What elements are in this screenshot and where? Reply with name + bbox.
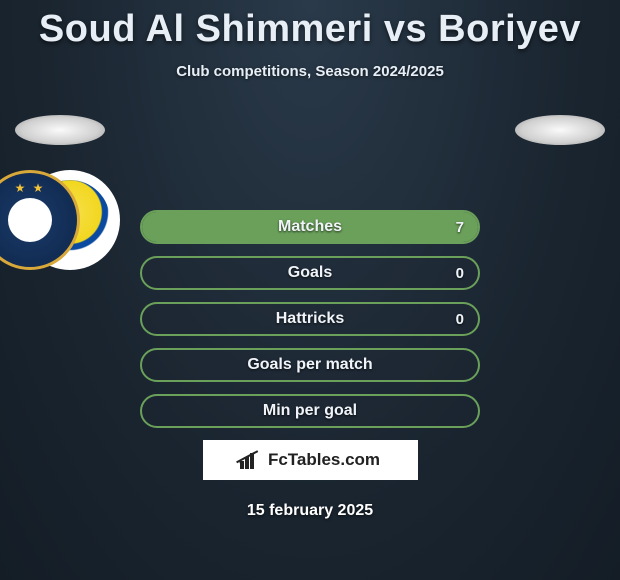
player-left-silhouette bbox=[15, 115, 105, 145]
stat-label: Hattricks bbox=[276, 310, 344, 328]
comparison-panel: Matches 7 Goals 0 Hattricks 0 Goals per … bbox=[0, 110, 620, 520]
stat-label: Goals bbox=[288, 264, 332, 282]
fctables-logo[interactable]: FcTables.com bbox=[203, 440, 418, 480]
stat-row-hattricks: Hattricks 0 bbox=[140, 302, 480, 336]
stat-value: 0 bbox=[456, 265, 464, 282]
stat-row-goals: Goals 0 bbox=[140, 256, 480, 290]
page-title: Soud Al Shimmeri vs Boriyev bbox=[0, 0, 620, 51]
stat-value: 7 bbox=[456, 219, 464, 236]
logo-text: FcTables.com bbox=[268, 450, 380, 470]
date-label: 15 february 2025 bbox=[0, 502, 620, 520]
stat-value: 0 bbox=[456, 311, 464, 328]
stats-list: Matches 7 Goals 0 Hattricks 0 Goals per … bbox=[140, 210, 480, 428]
bar-chart-icon bbox=[240, 451, 262, 469]
stat-label: Goals per match bbox=[247, 356, 372, 374]
player-right-silhouette bbox=[515, 115, 605, 145]
stat-row-matches: Matches 7 bbox=[140, 210, 480, 244]
stat-row-goals-per-match: Goals per match bbox=[140, 348, 480, 382]
stat-label: Matches bbox=[278, 218, 342, 236]
stat-row-min-per-goal: Min per goal bbox=[140, 394, 480, 428]
stat-label: Min per goal bbox=[263, 402, 357, 420]
subtitle: Club competitions, Season 2024/2025 bbox=[0, 63, 620, 80]
